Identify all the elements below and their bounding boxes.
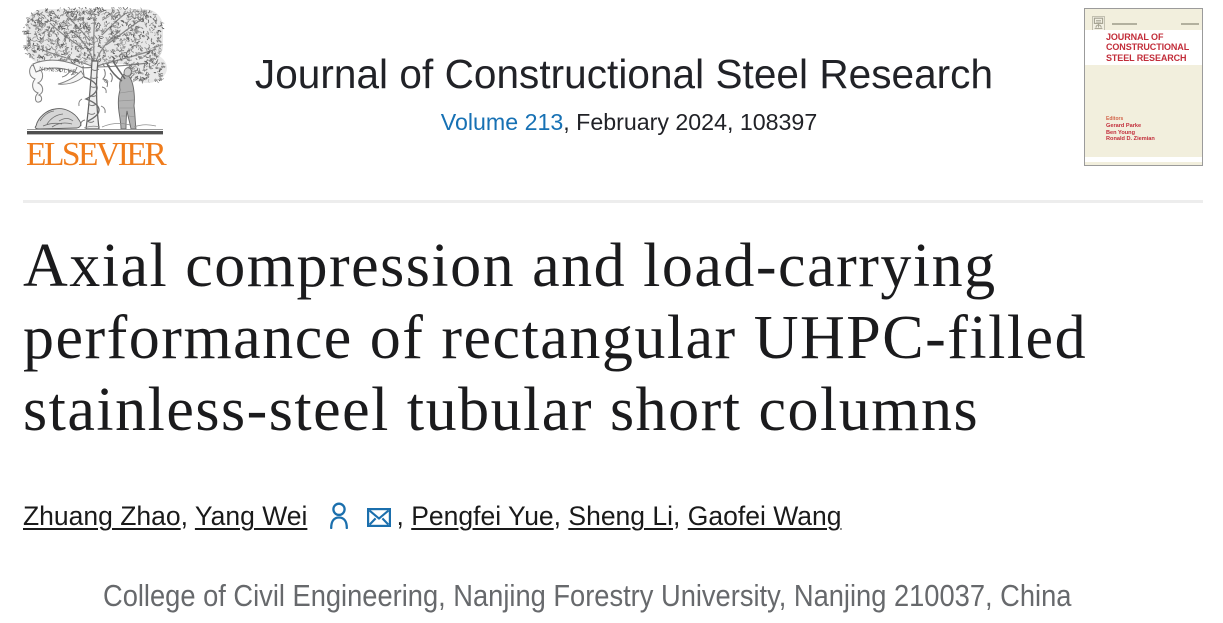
svg-text:NON SOLUS: NON SOLUS	[39, 67, 76, 76]
